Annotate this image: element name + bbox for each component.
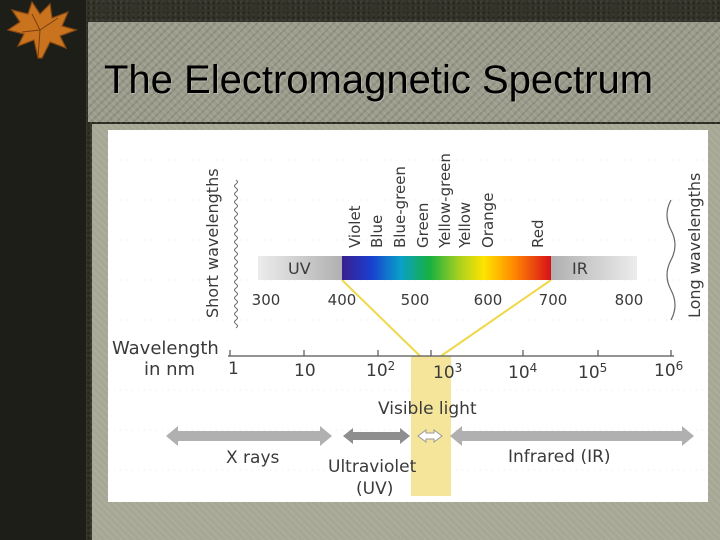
color-name-yellow-green: Yellow-green — [436, 153, 454, 249]
upper-tick-400: 400 — [328, 291, 357, 309]
lower-tick-1: 1 — [228, 359, 239, 379]
lower-tick-10-5: 105 — [578, 361, 607, 383]
upper-tick-700: 700 — [539, 291, 568, 309]
projection-line-left — [341, 279, 421, 357]
projection-line-right — [440, 279, 552, 357]
page-title: The Electromagnetic Spectrum — [104, 58, 654, 102]
infrared-label: Infrared (IR) — [508, 447, 611, 467]
wavelength-label-line2: in nm — [144, 359, 195, 380]
color-name-violet: Violet — [346, 205, 364, 248]
leaf-icon — [6, 0, 78, 59]
lower-tick-10-4: 104 — [508, 361, 537, 383]
ultraviolet-label-line1: Ultraviolet — [328, 457, 417, 477]
visible-arrow — [417, 429, 443, 443]
color-name-orange: Orange — [479, 193, 497, 248]
xrays-label: X rays — [226, 448, 280, 468]
visible-spectrum-bar — [342, 256, 551, 280]
upper-tick-300: 300 — [252, 291, 281, 309]
left-strip — [0, 0, 86, 540]
short-wavelengths-label: Short wavelengths — [203, 168, 222, 318]
spectrum-diagram: Violet Blue Blue-green Green Yellow-gree… — [108, 130, 708, 502]
visible-light-label: Visible light — [378, 399, 477, 419]
color-name-green: Green — [414, 203, 432, 248]
ir-arrow — [450, 426, 694, 446]
lower-tick-10: 10 — [294, 361, 316, 381]
visible-highlight — [411, 356, 451, 496]
color-name-blue-green: Blue-green — [391, 166, 409, 248]
ir-bar — [551, 256, 637, 280]
title-band — [88, 22, 720, 122]
lower-tick-10-2: 102 — [366, 359, 395, 381]
uv-bar — [258, 256, 342, 280]
uv-bar-label: UV — [288, 259, 311, 278]
upper-scale-ticks: 300 400 500 600 700 800 — [252, 291, 644, 309]
lower-scale-labels: 1 10 102 103 104 105 106 — [228, 359, 683, 383]
lower-tick-10-3: 103 — [433, 361, 462, 383]
lower-tick-10-6: 106 — [654, 359, 683, 381]
lower-axis-ticks — [229, 350, 672, 356]
upper-tick-800: 800 — [615, 291, 644, 309]
color-name-yellow: Yellow — [456, 202, 474, 249]
short-wave-icon — [234, 179, 238, 329]
ultraviolet-label-line2: (UV) — [356, 479, 393, 499]
spectrum-svg: Violet Blue Blue-green Green Yellow-gree… — [108, 130, 708, 502]
color-name-blue: Blue — [368, 215, 386, 248]
color-name-red: Red — [529, 220, 547, 249]
ir-bar-label: IR — [572, 259, 588, 278]
color-name-group: Violet Blue Blue-green Green Yellow-gree… — [346, 153, 547, 249]
wavelength-label-line1: Wavelength — [112, 338, 219, 359]
long-wave-icon — [666, 199, 676, 321]
upper-tick-600: 600 — [474, 291, 503, 309]
long-wavelengths-label: Long wavelengths — [685, 173, 704, 318]
xrays-arrow — [166, 426, 332, 446]
upper-tick-500: 500 — [401, 291, 430, 309]
uv-arrow — [343, 428, 410, 444]
